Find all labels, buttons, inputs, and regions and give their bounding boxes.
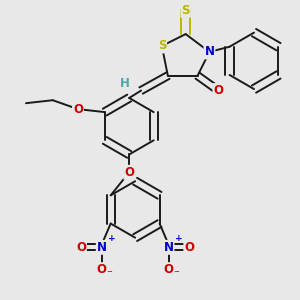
Text: +: + bbox=[175, 234, 183, 243]
Text: O: O bbox=[124, 166, 134, 179]
Text: ⁻: ⁻ bbox=[173, 269, 179, 279]
Text: O: O bbox=[164, 263, 173, 276]
Text: S: S bbox=[158, 40, 166, 52]
Text: N: N bbox=[164, 241, 173, 254]
Text: ⁻: ⁻ bbox=[106, 269, 112, 279]
Text: N: N bbox=[204, 45, 214, 58]
Text: O: O bbox=[76, 241, 86, 254]
Text: S: S bbox=[182, 4, 190, 17]
Text: O: O bbox=[97, 263, 107, 276]
Text: O: O bbox=[213, 84, 224, 97]
Text: H: H bbox=[120, 76, 130, 90]
Text: O: O bbox=[73, 103, 83, 116]
Text: O: O bbox=[184, 241, 194, 254]
Text: +: + bbox=[108, 234, 116, 243]
Text: N: N bbox=[97, 241, 107, 254]
